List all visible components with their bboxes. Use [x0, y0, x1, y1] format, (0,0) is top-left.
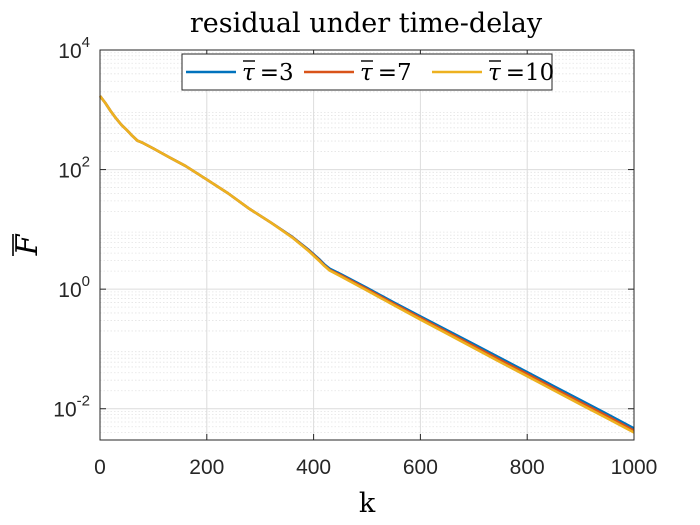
series-layer: [98, 95, 635, 434]
tick-layer: 10-2 100 102 104 0 200 400 600 800 1000: [53, 34, 657, 479]
x-tick-label: 400: [296, 456, 331, 479]
y-tick-label: 10-2: [53, 393, 90, 422]
legend-box: [181, 53, 553, 91]
x-tick-label: 600: [403, 456, 438, 479]
series-line-1: [98, 95, 635, 430]
legend: τ =3 τ =7 τ =10: [181, 53, 554, 91]
grid-layer: [99, 49, 635, 440]
y-axis-label: F: [10, 233, 45, 256]
series-line-3: [98, 95, 635, 434]
x-tick-label: 1000: [611, 456, 658, 479]
y-tick-label: 100: [58, 273, 90, 302]
legend-label-3: τ =10: [488, 60, 554, 86]
x-tick-label: 0: [94, 456, 106, 479]
x-tick-label: 200: [189, 456, 224, 479]
y-axis-label-group: F: [10, 233, 45, 256]
legend-label-1: τ =3: [242, 60, 294, 86]
chart-title: residual under time-delay: [190, 8, 543, 39]
y-tick-label: 102: [58, 154, 90, 183]
x-tick-label: 800: [510, 456, 545, 479]
x-axis-label: k: [359, 488, 376, 519]
plot-frame: [99, 49, 635, 441]
y-tick-label: 104: [58, 34, 90, 63]
legend-label-2: τ =7: [360, 60, 412, 86]
